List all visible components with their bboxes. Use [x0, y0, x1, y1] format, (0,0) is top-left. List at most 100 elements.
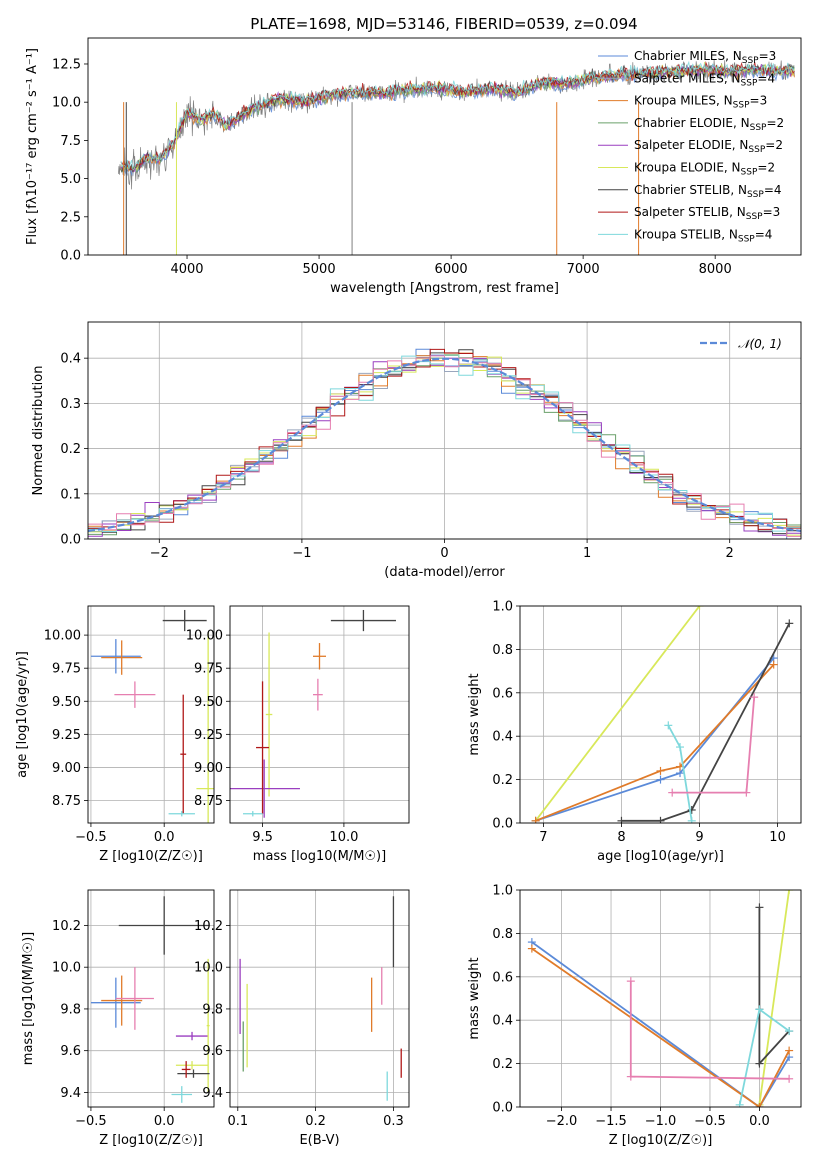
legend-rest: =4 [764, 183, 782, 197]
y-tick-label: 9.25 [52, 728, 81, 743]
y-tick-label: 10.2 [194, 919, 223, 934]
model-kroupa_stelib [120, 60, 795, 171]
y-tick-label: 8.75 [194, 794, 223, 809]
legend-label: Salpeter ELODIE, NSSP=2 [634, 138, 783, 155]
y-tick-label: 0.2 [492, 773, 513, 788]
legend-rest: =2 [766, 116, 784, 130]
y-axis-label: mass [log10(M/M☉)] [21, 932, 36, 1065]
y-tick-label: 10.0 [52, 961, 81, 976]
y-tick-label: 9.00 [52, 761, 81, 776]
legend-sub: SSP [748, 145, 765, 155]
legend-sub: SSP [741, 168, 758, 178]
x-tick-label: −0.5 [694, 1114, 726, 1129]
y-tick-label: 0.0 [60, 249, 81, 264]
plot-area [239, 896, 402, 1101]
x-tick-label: −2.0 [546, 1114, 578, 1129]
series-line [758, 907, 790, 1066]
axes-frame [87, 321, 802, 540]
y-tick-label: 0.0 [492, 1101, 513, 1116]
x-axis-label: (data-model)/error [384, 565, 505, 580]
legend-label: Kroupa MILES, NSSP=3 [634, 94, 767, 111]
x-tick-label: 8000 [699, 262, 732, 277]
x-axis-label: mass [log10(M/M☉)] [253, 849, 386, 864]
y-axis-label: Flux [fλ10⁻¹⁷ erg cm⁻² s⁻¹ A⁻¹] [25, 48, 40, 245]
y-tick-label: 7.5 [60, 134, 81, 149]
y-tick-label: 0.4 [492, 730, 513, 745]
y-tick-label: 10.2 [52, 919, 81, 934]
legend-rest: =3 [759, 49, 777, 63]
y-axis-label: Normed distribution [31, 366, 46, 496]
plot-area [90, 896, 210, 1103]
y-tick-label: 2.5 [60, 210, 81, 225]
plot-area [90, 609, 214, 823]
y-tick-label: 9.8 [202, 1002, 223, 1017]
x-tick-label: 8 [617, 830, 625, 845]
x-tick-label: 0.0 [154, 1114, 175, 1129]
axes-frame [229, 605, 410, 824]
plot-area [230, 609, 396, 818]
y-tick-label: 9.6 [202, 1044, 223, 1059]
x-tick-label: −1 [292, 546, 311, 561]
x-tick-label: 0.0 [749, 1114, 770, 1129]
y-axis-label: mass weight [467, 957, 482, 1039]
axes-age_vs_Z: −0.5 0.0 8.75 9.00 9.25 9.50 9.75 10.00 Z [log10… [15, 605, 215, 864]
legend-rest: =3 [763, 205, 781, 219]
y-tick-label: 9.75 [194, 662, 223, 677]
histogram-salpeter_stelib [88, 348, 801, 530]
axes-frame [519, 889, 802, 1108]
x-tick-label: 10 [769, 830, 786, 845]
y-tick-label: 9.6 [60, 1044, 81, 1059]
y-tick-label: 0.1 [60, 487, 81, 502]
y-tick-label: 10.00 [186, 629, 223, 644]
legend-sub: SSP [742, 56, 759, 66]
y-tick-label: 9.4 [60, 1086, 81, 1101]
normal-curve [88, 357, 801, 533]
legend-rest: =2 [765, 138, 783, 152]
legend-sub: SSP [733, 101, 750, 111]
legend-rest: =4 [755, 227, 773, 241]
axes-frame [87, 605, 215, 824]
x-axis-label: E(B-V) [299, 1133, 339, 1148]
legend-label: Salpeter STELIB, NSSP=3 [634, 205, 780, 222]
y-tick-label: 0.8 [492, 927, 513, 942]
x-tick-label: 2 [726, 546, 734, 561]
y-tick-label: 10.0 [52, 96, 81, 111]
y-tick-label: 0.6 [492, 686, 513, 701]
x-tick-label: 0 [440, 546, 448, 561]
x-tick-label: 6000 [435, 262, 468, 277]
legend-sub: SSP [738, 234, 755, 244]
y-tick-label: 9.50 [194, 695, 223, 710]
axes-residuals: −2 −1 0 1 2 0.0 0.1 0.2 0.3 0.4 (data-model)/error… [31, 321, 802, 580]
y-tick-label: 10.00 [44, 629, 81, 644]
legend-label: 𝒩(0, 1) [738, 337, 782, 351]
legend-sub: SSP [741, 78, 758, 88]
model-chabrier_elodie [120, 64, 795, 174]
axes-mass_vs_Z: −0.5 0.0 9.4 9.6 9.8 10.0 10.2 Z [log10(Z/Z☉)] m… [21, 889, 215, 1148]
x-tick-label: 0.3 [383, 1114, 404, 1129]
series-line [758, 890, 790, 1105]
plot-area [527, 890, 794, 1107]
series-line [535, 663, 775, 822]
y-tick-label: 0.4 [60, 352, 81, 367]
y-axis-label: age [log10(age/yr)] [15, 651, 30, 778]
x-tick-label: 7 [539, 830, 547, 845]
y-tick-label: 12.5 [52, 57, 81, 72]
y-tick-label: 0.6 [492, 970, 513, 985]
legend-sub: SSP [750, 123, 767, 133]
y-tick-label: 1.0 [492, 600, 513, 615]
legend-rest: =2 [757, 161, 775, 175]
legend-sub: SSP [746, 212, 763, 222]
axes-spectrum: 4000 5000 6000 7000 8000 0.0 2.5 5.0 7.5 10.0 12.5… [25, 37, 802, 296]
x-tick-label: 10.0 [329, 830, 358, 845]
y-tick-label: 9.25 [194, 728, 223, 743]
axes-age_vs_mass: 9.5 10.0 8.75 9.00 9.25 9.50 9.75 10.00 mass [lo… [186, 605, 410, 864]
x-tick-label: 0.0 [154, 830, 175, 845]
plot-area [118, 59, 795, 255]
y-tick-label: 10.0 [194, 961, 223, 976]
x-axis-label: age [log10(age/yr)] [597, 849, 724, 864]
y-tick-label: 0.0 [60, 533, 81, 548]
legend-label: Kroupa STELIB, NSSP=4 [634, 227, 772, 244]
y-axis-label: mass weight [467, 673, 482, 755]
y-tick-label: 9.4 [202, 1086, 223, 1101]
